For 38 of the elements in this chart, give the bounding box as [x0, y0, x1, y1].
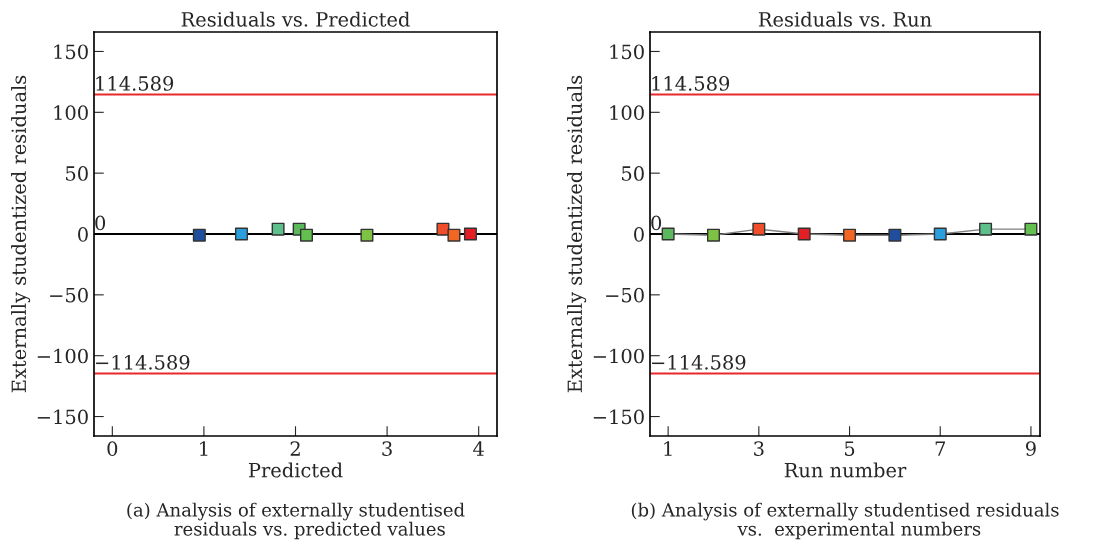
y-tick-label: −50 [606, 287, 644, 303]
x-tick-label: 4 [473, 441, 484, 456]
x-tick-label: 9 [1025, 441, 1036, 456]
text: (a) Analysis of externally studentised residuals vs. predicted values [127, 502, 465, 540]
y-tick-label: 0 [634, 226, 644, 242]
y-tick-label: 50 [66, 166, 88, 181]
chart-title: Residuals vs. Run [758, 11, 932, 27]
ref-line-label: 114.589 [652, 76, 730, 91]
ref-line-label: −114.589 [652, 354, 746, 370]
x-tick-label: 7 [935, 441, 946, 456]
ref-line-label: −114.589 [96, 354, 190, 370]
y-tick-label: 100 [610, 105, 644, 120]
y-tick-label: 50 [622, 166, 644, 181]
text: (b) Analysis of externally studentised residuals vs. experimental numbers [631, 502, 1059, 540]
x-tick-label: 2 [290, 441, 300, 456]
y-tick-label: −50 [50, 287, 88, 303]
y-tick-label: −150 [593, 409, 644, 425]
x-tick-label: 3 [754, 441, 764, 456]
y-tick-label: 150 [610, 44, 644, 60]
x-axis-title: Predicted [248, 462, 343, 478]
y-tick-label: −100 [593, 348, 644, 364]
x-tick-label: 1 [664, 441, 672, 456]
y-tick-label: −100 [37, 348, 88, 364]
y-tick-label: −150 [37, 409, 88, 425]
x-axis-title: Run number [784, 462, 907, 478]
y-axis-title: Externally studentized residuals [567, 75, 587, 393]
ref-line-label: 0 [651, 215, 662, 231]
x-tick-label: 1 [200, 441, 208, 456]
y-tick-label: 150 [54, 44, 88, 60]
x-tick-label: 0 [107, 441, 118, 456]
x-tick-label: 3 [382, 441, 392, 456]
y-tick-label: 0 [78, 226, 88, 242]
y-axis-title: Externally studentized residuals [11, 75, 31, 393]
ref-line-label: 114.589 [96, 76, 174, 91]
chart-title: Residuals vs. Predicted [181, 11, 410, 27]
ref-line-label: 0 [95, 215, 106, 231]
y-tick-label: 100 [54, 105, 88, 120]
x-tick-label: 5 [845, 441, 855, 456]
